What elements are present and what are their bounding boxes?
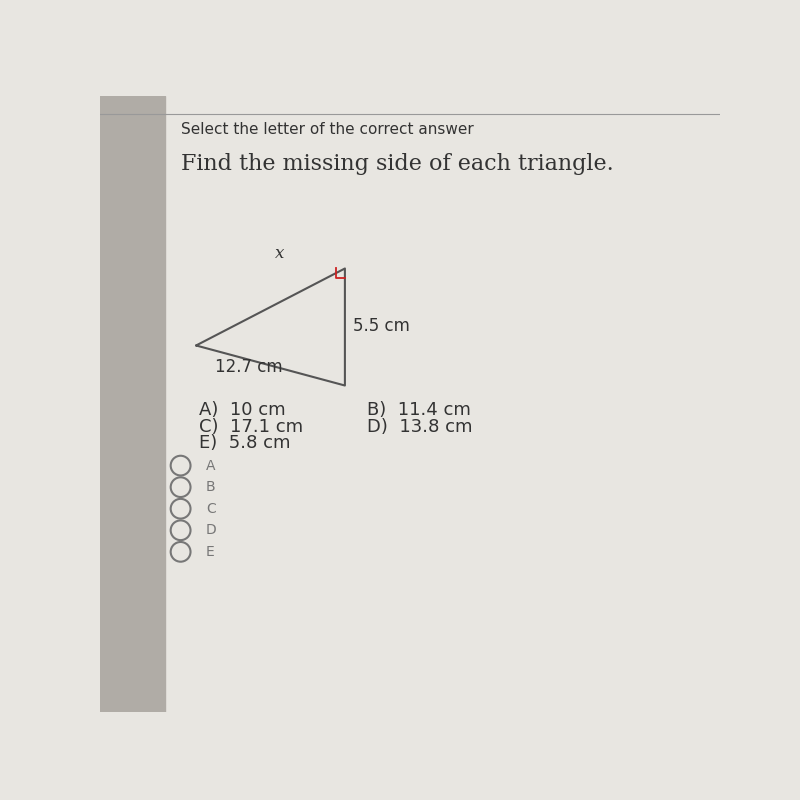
Text: A: A — [206, 458, 215, 473]
Text: A)  10 cm: A) 10 cm — [199, 401, 286, 419]
Text: B: B — [206, 480, 216, 494]
Text: D)  13.8 cm: D) 13.8 cm — [366, 418, 472, 436]
Text: C)  17.1 cm: C) 17.1 cm — [199, 418, 303, 436]
Text: E)  5.8 cm: E) 5.8 cm — [199, 434, 290, 453]
Text: B)  11.4 cm: B) 11.4 cm — [366, 401, 470, 419]
Bar — [100, 96, 165, 712]
Text: C: C — [206, 502, 216, 516]
Text: x: x — [275, 245, 285, 262]
Text: 12.7 cm: 12.7 cm — [214, 358, 282, 376]
Text: Select the letter of the correct answer: Select the letter of the correct answer — [181, 122, 474, 138]
Text: D: D — [206, 523, 217, 538]
Text: E: E — [206, 545, 214, 559]
Text: 5.5 cm: 5.5 cm — [353, 318, 410, 335]
Text: Find the missing side of each triangle.: Find the missing side of each triangle. — [181, 153, 614, 174]
